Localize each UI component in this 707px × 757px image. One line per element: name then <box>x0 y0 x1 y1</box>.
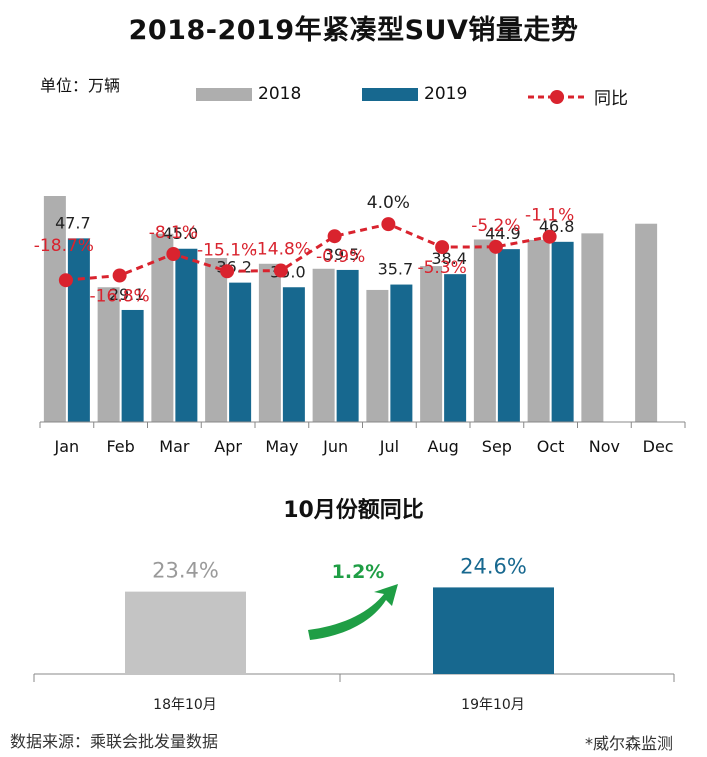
value-label-2019-jul: 35.7 <box>378 260 414 279</box>
x-tick-may: May <box>265 437 298 456</box>
yoy-label-sep: -5.2% <box>471 216 520 236</box>
yoy-point-jun <box>327 229 342 244</box>
bar-2019-jun <box>336 269 359 422</box>
legend-2019: 2019 <box>362 84 467 104</box>
bar-2018-oct <box>527 239 550 422</box>
bar-2019-mar <box>175 248 198 422</box>
yoy-point-aug <box>435 240 450 255</box>
yoy-point-apr <box>220 264 235 279</box>
bar-2019-apr <box>229 282 252 422</box>
yoy-point-mar <box>166 247 181 262</box>
yoy-point-feb <box>112 268 127 283</box>
share-value-label-2018: 23.4% <box>152 559 219 583</box>
bar-2018-jul <box>366 289 389 422</box>
bar-2019-jan <box>67 238 90 422</box>
bar-2019-jul <box>390 284 413 422</box>
yoy-label-jul: 4.0% <box>367 193 410 213</box>
legend-yoy: 同比 <box>526 84 628 109</box>
yoy-label-feb: -16.8% <box>90 286 150 306</box>
yoy-label-jan: -18.7% <box>34 236 94 256</box>
bar-2019-sep <box>497 249 520 422</box>
x-tick-sep: Sep <box>482 437 512 456</box>
bar-2019-aug <box>444 274 467 422</box>
bar-2019-may <box>282 287 305 422</box>
yoy-point-oct <box>542 229 557 244</box>
share-category-2019: 19年10月 <box>461 697 525 713</box>
yoy-label-jun: -0.9% <box>316 247 365 267</box>
unit-label: 单位：万辆 <box>40 76 121 95</box>
legend-swatch-2018 <box>196 87 252 101</box>
monitor-note: *威尔森监测 <box>584 734 673 753</box>
chart-title: 2018-2019年紧凑型SUV销量走势 <box>128 15 579 46</box>
value-label-2019-mar: 45.0 <box>163 224 199 243</box>
x-tick-oct: Oct <box>537 437 565 456</box>
bar-2019-feb <box>121 309 144 422</box>
x-tick-feb: Feb <box>106 437 134 456</box>
value-label-2019-jun: 39.5 <box>324 245 360 264</box>
yoy-label-aug: -5.3% <box>417 258 466 278</box>
yoy-label-mar: -8.1% <box>149 223 198 243</box>
yoy-label-may: -14.8% <box>251 240 311 260</box>
legend-label-2018: 2018 <box>258 84 302 104</box>
value-label-2019-feb: 29.1 <box>109 285 145 304</box>
value-label-2019-jan: 47.7 <box>55 213 91 232</box>
x-tick-dec: Dec <box>643 437 674 456</box>
legend-swatch-2019 <box>362 87 418 101</box>
x-tick-jan: Jan <box>54 437 80 456</box>
legend-label-yoy: 同比 <box>594 89 628 109</box>
x-tick-jul: Jul <box>379 437 399 456</box>
yoy-point-jan <box>58 273 73 288</box>
share-bar-2019 <box>433 587 554 674</box>
value-label-2019-aug: 38.4 <box>431 249 467 268</box>
share-value-label-2019: 24.6% <box>460 554 527 578</box>
value-label-2019-sep: 44.9 <box>485 224 521 243</box>
x-tick-jun: Jun <box>322 437 348 456</box>
legend-label-2019: 2019 <box>424 84 468 104</box>
bar-2018-may <box>258 263 281 422</box>
x-tick-mar: Mar <box>159 437 190 456</box>
data-source: 数据来源：乘联会批发量数据 <box>10 732 219 751</box>
bar-2019-oct <box>551 241 574 422</box>
bar-2018-sep <box>473 239 496 422</box>
share-chart-title: 10月份额同比 <box>283 498 424 523</box>
yoy-label-apr: -15.1% <box>197 240 257 260</box>
increase-arrow-icon <box>308 584 398 640</box>
bar-2018-apr <box>205 257 228 422</box>
x-tick-apr: Apr <box>214 437 242 456</box>
share-category-2018: 18年10月 <box>153 697 217 713</box>
bar-2018-nov <box>581 233 604 422</box>
legend-2018: 2018 <box>196 84 301 104</box>
bar-2018-mar <box>151 233 174 422</box>
yoy-point-may <box>273 263 288 278</box>
yoy-label-oct: -1.1% <box>525 206 574 226</box>
yoy-point-sep <box>488 239 503 254</box>
share-bar-2018 <box>125 591 246 674</box>
x-tick-nov: Nov <box>589 437 620 456</box>
share-change-label: 1.2% <box>332 561 385 583</box>
bar-2018-jun <box>312 268 335 422</box>
legend-yoy-marker <box>528 89 586 104</box>
bar-2018-feb <box>97 287 120 422</box>
bar-2018-dec <box>635 223 658 422</box>
x-tick-aug: Aug <box>428 437 459 456</box>
yoy-line <box>65 222 550 282</box>
yoy-point-jul <box>381 217 396 232</box>
bar-2018-aug <box>420 266 443 422</box>
bar-2018-jan <box>43 196 66 422</box>
